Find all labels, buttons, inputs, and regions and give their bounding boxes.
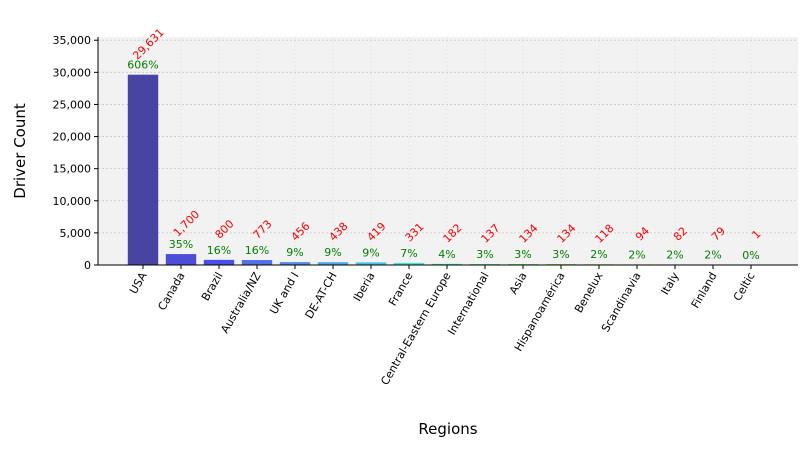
- y-tick-label: 20,000: [53, 131, 92, 144]
- x-tick-label: Brazil: [199, 270, 226, 303]
- percent-label: 35%: [169, 238, 193, 251]
- percent-label: 2%: [666, 248, 683, 261]
- x-tick-label: Celtic: [731, 270, 758, 303]
- bars: [127, 74, 767, 266]
- x-tick-label: Iberia: [351, 270, 378, 304]
- x-tick-label: Australia/NZ: [218, 270, 264, 336]
- x-axis-title: Regions: [418, 420, 477, 438]
- x-tick-label: Asia: [507, 270, 530, 296]
- bar: [203, 259, 235, 265]
- percent-label: 3%: [552, 248, 569, 261]
- x-tick-label: Central-Eastern Europe: [378, 270, 453, 388]
- percent-label: 9%: [362, 246, 379, 259]
- percent-label: 0%: [742, 249, 759, 262]
- y-tick-label: 30,000: [53, 66, 92, 79]
- percent-label: 2%: [590, 248, 607, 261]
- x-tick-label: Italy: [658, 270, 681, 298]
- y-tick-label: 5,000: [60, 227, 92, 240]
- plot-area: [98, 37, 798, 265]
- y-axis-title: Driver Count: [11, 103, 29, 199]
- x-tick-label: International: [445, 270, 491, 337]
- x-tick-label: Scandinavia: [599, 270, 644, 334]
- y-tick-label: 25,000: [53, 98, 92, 111]
- bar: [355, 262, 387, 265]
- bar: [165, 254, 197, 265]
- percent-label: 3%: [476, 248, 493, 261]
- bar: [317, 262, 349, 265]
- percent-label: 2%: [704, 248, 721, 261]
- bar: [127, 74, 159, 266]
- grid: [98, 37, 798, 266]
- y-tick-label: 0: [84, 259, 91, 272]
- x-tick-label: Benelux: [572, 270, 606, 316]
- percent-label: 16%: [245, 244, 269, 257]
- y-tick-label: 35,000: [53, 34, 92, 47]
- percent-label: 16%: [207, 244, 231, 257]
- percent-label: 9%: [286, 246, 303, 259]
- x-tick-label: USA: [127, 270, 150, 297]
- x-tick-label: France: [386, 270, 416, 308]
- x-tick-label: Canada: [155, 270, 187, 313]
- x-tick-label: Finland: [689, 270, 720, 311]
- bar: [241, 260, 273, 265]
- bar: [393, 262, 425, 265]
- x-tick-label: UK and I: [267, 270, 301, 317]
- y-tick-label: 15,000: [53, 163, 92, 176]
- percent-label: 2%: [628, 248, 645, 261]
- percent-label: 9%: [324, 246, 341, 259]
- percent-label: 606%: [127, 59, 158, 72]
- percent-label: 4%: [438, 248, 455, 261]
- bar: [431, 263, 463, 265]
- percent-label: 3%: [514, 248, 531, 261]
- percent-label: 7%: [400, 247, 417, 260]
- x-tick-label: DE-AT-CH: [303, 270, 340, 321]
- y-axis-ticks: 0 5,000 10,000 15,000 20,000 25,000 30,000 35,0…: [53, 34, 98, 272]
- y-tick-label: 10,000: [53, 195, 92, 208]
- bar: [279, 262, 311, 265]
